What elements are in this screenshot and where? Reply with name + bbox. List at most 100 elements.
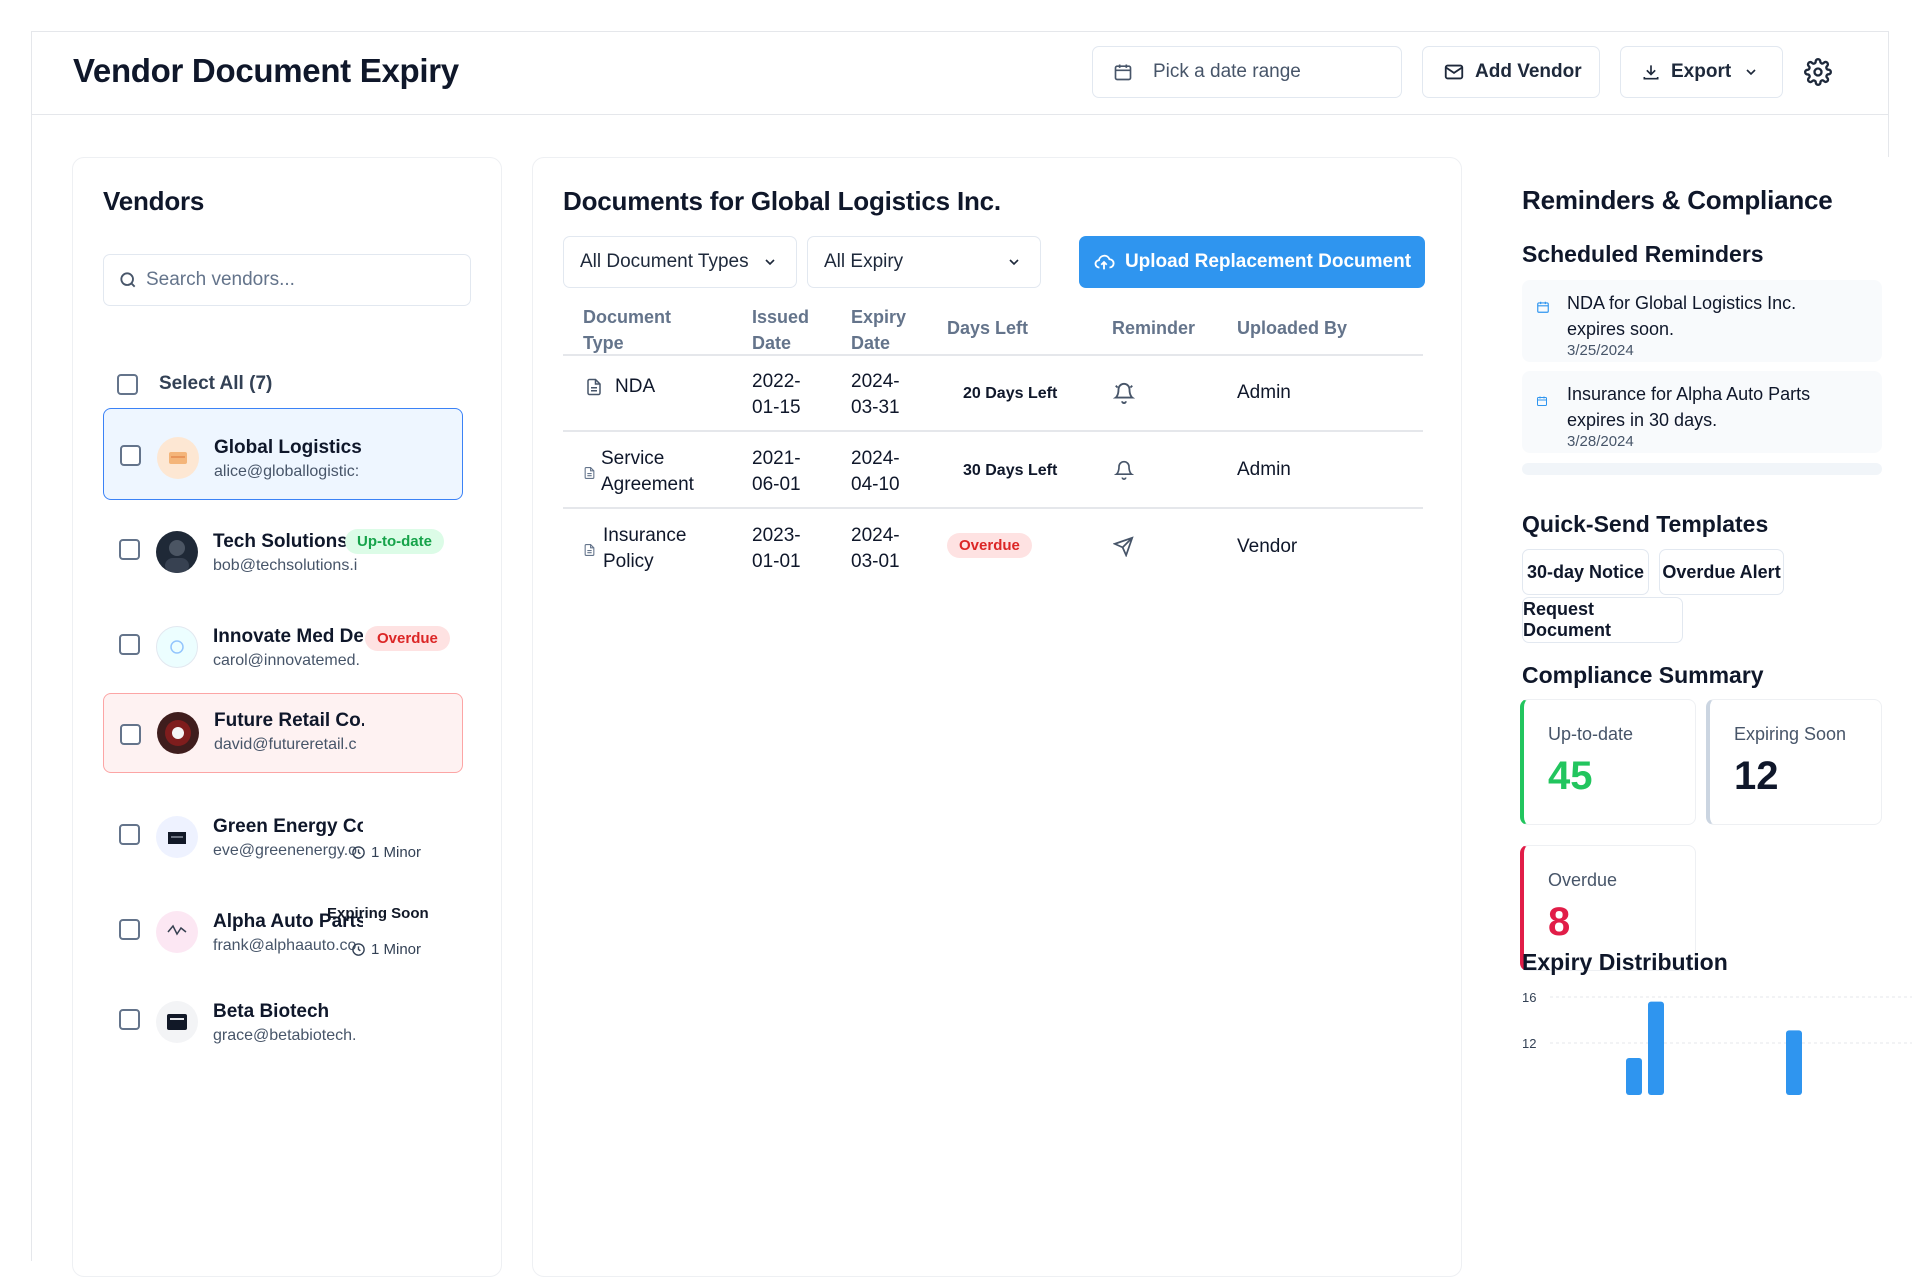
status-badge: Overdue [365,626,450,651]
vendor-checkbox[interactable] [120,445,141,466]
select-all-checkbox[interactable] [117,374,138,395]
template-30-day-notice-button[interactable]: 30-day Notice [1522,549,1649,595]
select-all-label: Select All (7) [159,373,273,394]
vendor-avatar [156,626,198,668]
template-overdue-alert-button[interactable]: Overdue Alert [1659,549,1784,595]
issued-date: 2022- 01-15 [752,371,801,418]
app-window: Vendor Document Expiry Pick a date range… [31,31,1912,1277]
compliance-value: 45 [1548,754,1593,798]
compliance-value: 8 [1548,900,1571,944]
upload-label: Upload Replacement Document [1124,251,1412,272]
expiry-date: 2024- 03-01 [851,525,900,572]
vendor-checkbox[interactable] [120,724,141,745]
reminder-text: NDA for Global Logistics Inc. expires soo… [1567,293,1797,339]
vendor-name: Alpha Auto Parts [213,911,363,932]
vendor-email: david@futureretail.c [214,736,357,753]
minor-label: 1 Minor [371,941,422,958]
days-left: 30 Days Left [963,462,1058,479]
col-header-issued-date[interactable]: Issued Date [752,307,810,353]
doc-type: Service Agreement [601,448,694,495]
reminder-text: Insurance for Alpha Auto Parts expires in… [1567,384,1811,430]
vendor-email: bob@techsolutions.i [213,557,358,574]
vendor-item-global-logistics[interactable]: Global Logistics I alice@globallogistic: [103,408,463,500]
reminder-item-partial [1522,463,1882,475]
vendor-item-beta-biotech[interactable]: Beta Biotech grace@betabiotech. [103,973,463,1065]
settings-gear-icon[interactable] [1804,58,1832,86]
vendor-item-tech-solutions[interactable]: Tech Solutions LL bob@techsolutions.i Up… [103,503,463,595]
vendor-checkbox[interactable] [119,919,140,940]
col-header-reminder[interactable]: Reminder [1112,318,1196,338]
upload-replacement-button[interactable]: Upload Replacement Document [1079,236,1425,288]
document-type-filter[interactable]: All Document Types [563,236,797,288]
y-tick-label: 16 [1522,990,1536,1005]
col-header-uploaded-by[interactable]: Uploaded By [1237,318,1348,338]
vendor-item-innovate-med[interactable]: Innovate Med De’ carol@innovatemed. Over… [103,598,463,690]
vendor-search[interactable] [103,254,471,306]
vendor-item-alpha-auto[interactable]: Alpha Auto Parts frank@alphaauto.co Expi… [103,883,463,975]
vendor-name: Green Energy Coi [213,816,363,837]
vendor-search-input[interactable] [146,269,466,291]
vendor-avatar [157,437,199,479]
clock-icon [352,943,365,956]
compliance-card-overdue[interactable]: Overdue 8 [1520,845,1696,971]
calendar-icon [1537,396,1547,406]
scheduled-reminders-title: Scheduled Reminders [1522,241,1764,267]
header: Vendor Document Expiry Pick a date range… [32,32,1888,115]
template-request-document-button[interactable]: Request Document [1522,597,1683,643]
chart-bar[interactable] [1786,1030,1802,1095]
reminder-item[interactable]: Insurance for Alpha Auto Parts expires in… [1522,371,1882,453]
vendor-name: Future Retail Co. [214,710,364,731]
mail-icon [1444,64,1464,80]
document-icon [587,378,601,396]
expiry-date: 2024- 03-31 [851,371,900,418]
issued-date: 2023- 01-01 [752,525,801,572]
y-tick-label: 12 [1522,1036,1536,1051]
col-header-days-left[interactable]: Days Left [947,318,1029,338]
vendor-item-green-energy[interactable]: Green Energy Coi eve@greenenergy.o 1 Min… [103,788,463,880]
minor-issue-indicator: 1 Minor [351,941,421,958]
uploaded-by: Admin [1237,459,1291,480]
vendor-avatar [156,816,198,858]
compliance-card-up-to-date[interactable]: Up-to-date 45 [1520,699,1696,825]
vendor-name: Tech Solutions LL [213,531,363,552]
export-button[interactable]: Export [1620,46,1783,98]
reminders-compliance-panel: Reminders & Compliance Scheduled Reminde… [1492,157,1912,1277]
bell-icon[interactable] [1114,460,1134,480]
uploaded-by: Admin [1237,382,1291,403]
chevron-down-icon [765,259,775,266]
date-range-picker[interactable]: Pick a date range [1092,46,1402,98]
vendor-checkbox[interactable] [119,1009,140,1030]
vendor-email: eve@greenenergy.o [213,842,358,859]
minor-label: 1 Minor [371,844,422,861]
vendor-avatar [156,911,198,953]
documents-panel: Documents for Global Logistics Inc. All … [532,157,1462,1277]
col-header-document-type[interactable]: Document Type [583,307,672,353]
calendar-icon [1114,64,1132,81]
vendor-email: alice@globallogistic: [214,463,360,480]
calendar-icon [1537,301,1549,313]
vendor-item-future-retail[interactable]: Future Retail Co. david@futureretail.c [103,693,463,773]
status-badge: Expiring Soon [327,905,429,922]
compliance-label: Expiring Soon [1734,724,1847,744]
vendors-title: Vendors [103,186,205,216]
compliance-summary-title: Compliance Summary [1522,662,1764,688]
compliance-card-expiring-soon[interactable]: Expiring Soon 12 [1706,699,1882,825]
expiry-distribution-title: Expiry Distribution [1522,949,1728,975]
vendor-checkbox[interactable] [119,634,140,655]
vendor-name: Innovate Med De’ [213,626,363,647]
expiry-filter[interactable]: All Expiry [807,236,1041,288]
table-divider [563,507,1423,509]
bell-ringing-icon[interactable] [1113,382,1135,404]
vendor-checkbox[interactable] [119,539,140,560]
add-vendor-button[interactable]: Add Vendor [1422,46,1600,98]
col-header-expiry-date[interactable]: Expiry Date [851,307,907,353]
chart-bar[interactable] [1648,1001,1664,1095]
chart-bar[interactable] [1626,1057,1642,1095]
export-label: Export [1671,61,1732,82]
vendor-checkbox[interactable] [119,824,140,845]
send-icon[interactable] [1113,536,1134,557]
reminder-item[interactable]: NDA for Global Logistics Inc. expires soo… [1522,280,1882,362]
chevron-down-icon [1746,69,1756,76]
expiry-date: 2024- 04-10 [851,448,900,495]
